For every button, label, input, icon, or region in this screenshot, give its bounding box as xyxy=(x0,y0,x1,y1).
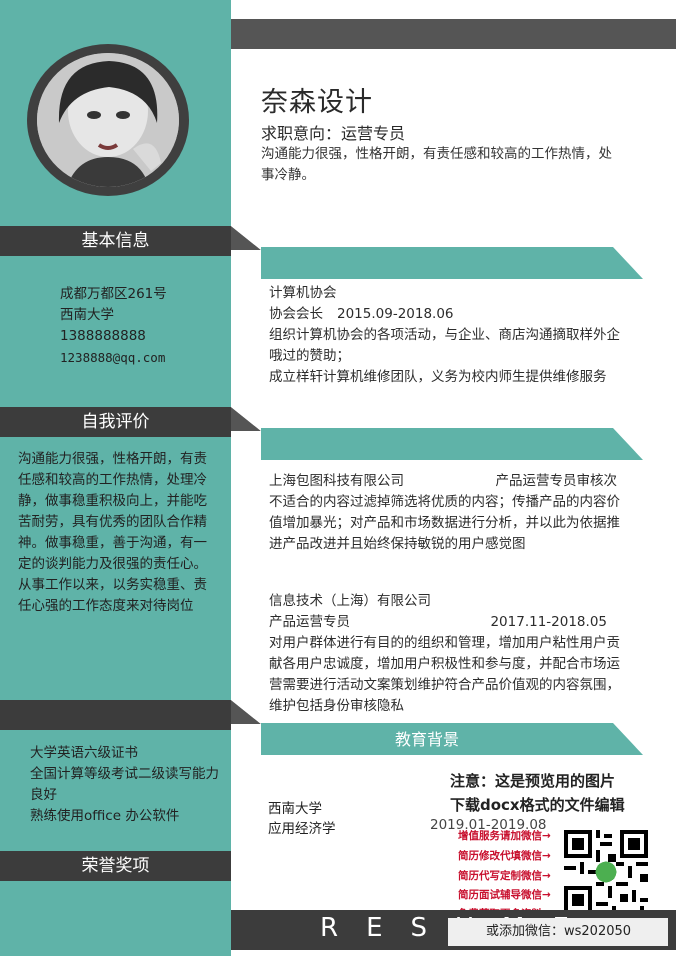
skills-list: 大学英语六级证书 全国计算等级考试二级读写能力良好 熟练使用office 办公软… xyxy=(30,743,220,827)
self-evaluation-paragraph-1: 沟通能力很强，性格开朗，有责任感和较高的工作热情，处理冷静，做事稳重积极向上，并… xyxy=(18,451,207,572)
self-evaluation-text: 沟通能力很强，性格开朗，有责任感和较高的工作热情，处理冷静，做事稳重积极向上，并… xyxy=(18,449,216,617)
work-role: 产品运营专员 xyxy=(269,614,350,630)
promo-line: 简历面试辅导微信→ xyxy=(458,889,551,901)
skills-heading xyxy=(0,700,231,730)
school: 西南大学 xyxy=(60,307,114,323)
qr-code-icon xyxy=(560,826,652,918)
skill-item: 熟练使用office 办公软件 xyxy=(30,808,180,824)
promo-line: 增值服务请加微信→ xyxy=(458,830,551,842)
work-company: 上海包图科技有限公司 xyxy=(269,473,404,489)
education-date: 2019.01-2019.08 xyxy=(430,817,547,833)
education-major: 应用经济学 xyxy=(268,821,336,837)
honor-heading: 荣誉奖项 xyxy=(0,851,231,881)
campus-org: 计算机协会 xyxy=(269,285,337,301)
sidebar: 基本信息 成都万都区261号 西南大学 1388888888 1238888@q… xyxy=(0,0,231,956)
skill-item: 大学英语六级证书 xyxy=(30,745,138,761)
header-bar xyxy=(231,19,676,49)
profile-summary: 沟通能力很强，性格开朗，有责任感和较高的工作热情，处事冷静。 xyxy=(261,146,612,183)
work-date: 2017.11-2018.05 xyxy=(490,614,607,630)
self-evaluation-heading: 自我评价 xyxy=(0,407,231,437)
campus-role-row: 协会会长 2015.09-2018.06 xyxy=(269,304,627,325)
work-company: 信息技术（上海）有限公司 xyxy=(269,593,431,609)
wechat-contact: 或添加微信：ws202050 xyxy=(448,918,668,946)
avatar xyxy=(37,53,179,187)
campus-line: 成立样轩计算机维修团队，义务为校内师生提供维修服务 xyxy=(269,369,607,385)
education-school: 西南大学 xyxy=(268,801,322,817)
fold-corner xyxy=(231,700,261,724)
work-experience-2: 信息技术（上海）有限公司 产品运营专员 2017.11-2018.05 对用户群… xyxy=(269,591,627,717)
campus-role: 协会会长 xyxy=(269,306,323,322)
work-header-row: 上海包图科技有限公司 产品运营专员审核次 xyxy=(269,471,627,492)
fold-corner xyxy=(231,407,261,431)
campus-date: 2015.09-2018.06 xyxy=(337,306,454,322)
self-evaluation-paragraph-2: 从事工作以来，以务实稳重、责任心强的工作态度来对待岗位 xyxy=(18,577,207,614)
email: 1238888@qq.com xyxy=(60,350,166,365)
section-tag-campus xyxy=(261,247,643,279)
work-description: 不适合的内容过滤掉筛选将优质的内容；传播产品的内容价值增加暴光；对产品和市场数据… xyxy=(269,494,620,552)
work-role-row: 产品运营专员 2017.11-2018.05 xyxy=(269,612,627,633)
job-intent: 求职意向：运营专员 xyxy=(261,124,406,143)
candidate-name: 奈森设计 xyxy=(261,87,373,118)
work-role: 产品运营专员审核次 xyxy=(495,473,618,489)
campus-experience: 计算机协会 协会会长 2015.09-2018.06 组织计算机协会的各项活动，… xyxy=(269,283,627,388)
work-description: 对用户群体进行有目的的组织和管理，增加用户粘性用户贡献各用户忠诚度，增加用户积极… xyxy=(269,635,620,714)
avatar-ring xyxy=(27,44,189,196)
campus-line: 组织计算机协会的各项活动，与企业、商店沟通摘取样外企哦过的赞助； xyxy=(269,327,620,364)
basic-info-heading: 基本信息 xyxy=(0,226,231,256)
fold-corner xyxy=(231,226,261,250)
preview-notice: 注意：这是预览用的图片 xyxy=(450,772,616,790)
work-experience-1: 上海包图科技有限公司 产品运营专员审核次 不适合的内容过滤掉筛选将优质的内容；传… xyxy=(269,471,627,555)
address: 成都万都区261号 xyxy=(60,286,167,302)
download-notice: 下载docx格式的文件编辑 xyxy=(450,796,625,814)
education-heading: 教育背景 xyxy=(395,730,460,749)
promo-line: 简历修改代填微信→ xyxy=(458,850,551,862)
phone: 1388888888 xyxy=(60,328,146,344)
section-tag-work xyxy=(261,428,643,460)
basic-info-list: 成都万都区261号 西南大学 1388888888 1238888@qq.com xyxy=(60,284,167,368)
skill-item: 全国计算等级考试二级读写能力良好 xyxy=(30,766,219,803)
section-tag-education xyxy=(261,723,643,755)
promo-line: 简历代写定制微信→ xyxy=(458,870,551,882)
